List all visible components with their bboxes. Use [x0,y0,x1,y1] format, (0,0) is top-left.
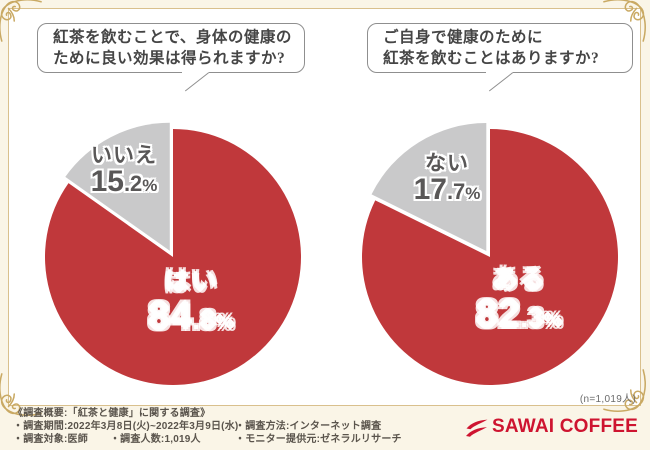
survey-method: ・調査方法:インターネット調査 [235,421,382,432]
slice-value: 84.8% [147,294,235,338]
slice-value: 15.2% [90,165,158,198]
survey-period: ・調査期間:2022年3月8日(火)~2022年3月9日(水) [13,421,239,432]
survey-summary-col2: ・調査方法:インターネット調査 ・モニター提供元:ゼネラルリサーチ [235,420,402,446]
survey-summary: 《調査概要:「紅茶と健康」に関する調査》 ・調査期間:2022年3月8日(火)~… [13,407,238,446]
pie-chart-right [362,123,619,385]
slice-name: はい [163,266,219,296]
slice-value: 82.3% [475,292,563,336]
flourish-top-left-icon [0,0,42,42]
sawai-logo-text: SAWAI COFFEE [492,416,638,437]
survey-monitor: ・モニター提供元:ゼネラルリサーチ [235,434,402,445]
pie1-slice-label-no: いいえ 15.2% [91,144,158,197]
flourish-bottom-left-icon [0,373,42,416]
pie2-slice-label-yes: ある 82.3% [476,264,563,334]
flourish-top-right-icon [603,0,646,42]
slice-name: いいえ [90,144,157,167]
flourish-bottom-right-icon [603,369,646,412]
survey-target: ・調査対象:医師 [13,434,88,445]
sawai-logo-mark-icon [466,419,488,437]
slice-name: ある [491,264,547,294]
survey-title: 《調査概要:「紅茶と健康」に関する調査》 [13,408,211,419]
pie2-slice-label-no: ない 17.7% [414,152,481,205]
sample-size-note: (n=1,019人) [579,394,636,405]
bubble-tail-gap [486,70,513,74]
slice-value: 17.7% [413,173,481,206]
slice-name: ない [424,152,469,175]
pie1-slice-label-yes: はい 84.8% [148,266,235,336]
question-bubble-right: ご自身で健康のために 紅茶を飲むことはありますか? [367,23,633,92]
sawai-coffee-logo: SAWAI COFFEE [465,416,638,438]
bubble-tail-gap [182,70,209,74]
pie-chart-left [45,122,302,385]
question-bubble-left: 紅茶を飲むことで、身体の健康の ために良い効果は得られますか? [37,23,305,92]
survey-count: ・調査人数:1,019人 [109,434,201,445]
question-right-line2: 紅茶を飲むことはありますか? [383,50,600,67]
question-right-line1: ご自身で健康のために [383,29,544,46]
question-left-line2: ために良い効果は得られますか? [53,50,286,67]
question-left-line1: 紅茶を飲むことで、身体の健康の [53,29,292,46]
